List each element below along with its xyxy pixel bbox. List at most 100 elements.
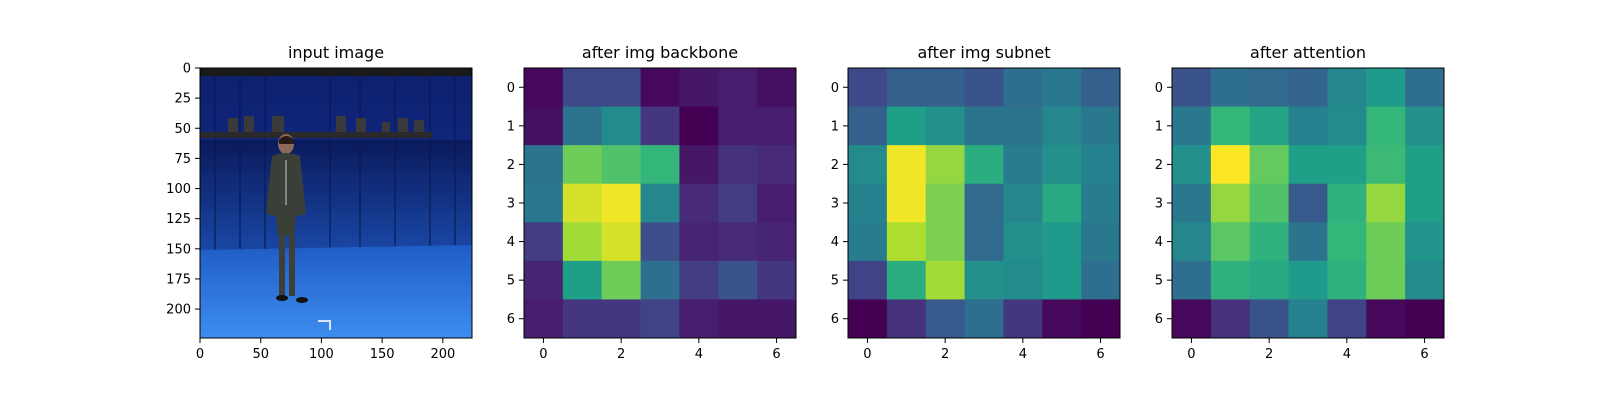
heatmap-cell [562, 106, 603, 146]
heatmap-cell [640, 260, 680, 300]
heatmap-cell [1042, 222, 1082, 262]
y-tick-label: 2 [1155, 158, 1163, 173]
heatmap-cell [1172, 68, 1212, 107]
input-photo [200, 68, 472, 338]
heatmap-cell [1288, 260, 1328, 300]
heatmap-cell [524, 260, 564, 300]
heatmap-cell [1366, 106, 1406, 146]
panel-title: input image [288, 43, 384, 62]
x-tick-label: 0 [539, 347, 547, 362]
heatmap-cell [1210, 145, 1251, 185]
heatmap-cell [1366, 145, 1406, 185]
heatmap-cell [1249, 68, 1289, 107]
y-tick-label: 5 [507, 274, 515, 289]
x-tick-label: 4 [1343, 347, 1351, 362]
heatmap-cell [562, 222, 603, 262]
heatmap-cell [718, 145, 758, 185]
heatmap-cell [886, 183, 927, 223]
heatmap-cell [1288, 145, 1328, 185]
y-tick-label: 25 [174, 92, 191, 107]
heatmap-cell [1210, 260, 1251, 300]
x-tick-label: 6 [1096, 347, 1104, 362]
heatmap-cell [925, 68, 965, 107]
heatmap-cell [562, 299, 603, 339]
heatmap-cell [1042, 260, 1082, 300]
x-tick-label: 100 [309, 347, 334, 362]
heatmap-cell [848, 299, 888, 339]
heatmap-cell [925, 183, 965, 223]
x-tick-label: 4 [695, 347, 703, 362]
heatmap-cell [964, 222, 1004, 262]
x-tick-label: 6 [1420, 347, 1428, 362]
y-tick-label: 125 [166, 212, 191, 227]
heatmap-cells [1172, 68, 1445, 339]
heatmap-cell [1405, 222, 1445, 262]
heatmap-cell [524, 299, 564, 339]
panel-title: after img backbone [582, 43, 738, 62]
heatmap-cell [1081, 222, 1121, 262]
heatmap-cell [640, 145, 680, 185]
heatmap-cell [925, 145, 965, 185]
heatmap-cell [964, 183, 1004, 223]
heatmap-cell [964, 145, 1004, 185]
y-tick-label: 5 [1155, 274, 1163, 289]
heatmap-cell [757, 222, 797, 262]
heatmap-cell [848, 260, 888, 300]
x-tick-label: 150 [370, 347, 395, 362]
x-tick-label: 2 [941, 347, 949, 362]
y-tick-label: 0 [507, 81, 515, 96]
person-figure [266, 134, 308, 303]
heatmap-cell [1042, 183, 1082, 223]
heatmap-cell [1288, 68, 1328, 107]
heatmap-cell [1366, 222, 1406, 262]
y-tick-label: 175 [166, 272, 191, 287]
heatmap-cell [757, 145, 797, 185]
heatmap-cell [925, 106, 965, 146]
heatmap-cell [1172, 299, 1212, 339]
heatmap-cell [964, 106, 1004, 146]
y-tick-label: 150 [166, 242, 191, 257]
heatmap-cell [1405, 260, 1445, 300]
heatmap-cell [718, 260, 758, 300]
heatmap-cell [679, 299, 719, 339]
heatmap-cell [718, 299, 758, 339]
heatmap-cell [679, 183, 719, 223]
heatmap-cell [1327, 222, 1367, 262]
y-tick-label: 0 [831, 81, 839, 96]
heatmap-cell [562, 260, 603, 300]
heatmap-cell [1172, 183, 1212, 223]
y-tick-label: 6 [831, 312, 839, 327]
heatmap-cell [1327, 106, 1367, 146]
heatmap-cell [1042, 299, 1082, 339]
heatmap-cell [925, 222, 965, 262]
heatmap-cell [1405, 106, 1445, 146]
heatmap-cell [718, 68, 758, 107]
x-tick-label: 200 [430, 347, 455, 362]
heatmap-cell [640, 299, 680, 339]
heatmap-cell [1172, 222, 1212, 262]
heatmap-cell [757, 260, 797, 300]
axis-ticks: 0 2 4 6 0 1 2 3 4 5 6 [831, 81, 1105, 362]
heatmap-cell [1081, 145, 1121, 185]
panel-title: after img subnet [917, 43, 1050, 62]
heatmap-cell [601, 222, 641, 262]
heatmap-cell [1249, 222, 1289, 262]
heatmap-cell [1249, 299, 1289, 339]
heatmap-cell [562, 145, 603, 185]
heatmap-cell [601, 299, 641, 339]
heatmap-cell [679, 68, 719, 107]
heatmap-cell [757, 68, 797, 107]
heatmap-cell [679, 222, 719, 262]
y-tick-label: 6 [1155, 312, 1163, 327]
heatmap-cell [1003, 222, 1043, 262]
heatmap-cell [524, 106, 564, 146]
heatmap-cell [1210, 299, 1251, 339]
heatmap-cell [1003, 183, 1043, 223]
heatmap-cell [718, 222, 758, 262]
heatmap-cell [848, 145, 888, 185]
x-tick-label: 2 [617, 347, 625, 362]
y-tick-label: 4 [1155, 235, 1163, 250]
y-tick-label: 0 [1155, 81, 1163, 96]
heatmap-cell [640, 222, 680, 262]
